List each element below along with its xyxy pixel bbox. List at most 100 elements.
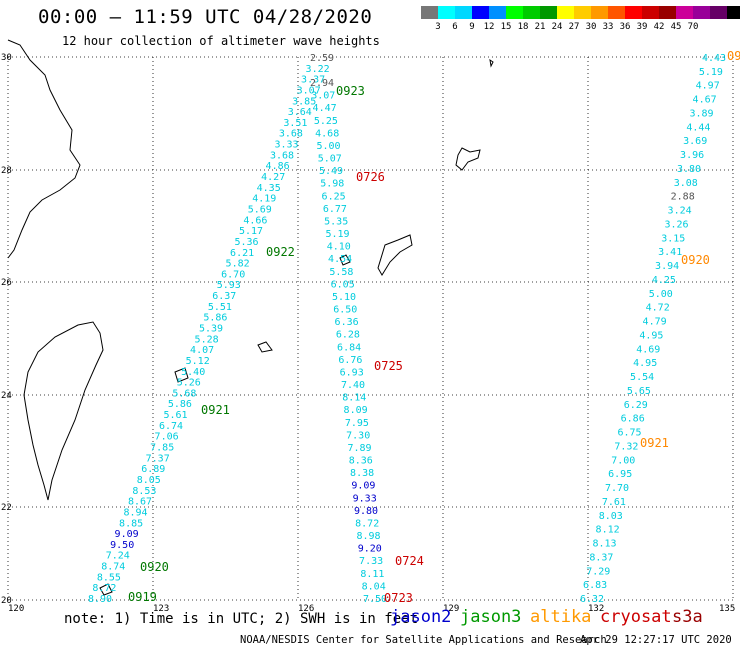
lat-tick-label: 28 bbox=[1, 166, 12, 176]
legend-swatch bbox=[659, 6, 676, 19]
wave-height-value: 8.09 bbox=[344, 405, 368, 416]
credit-line: NOAA/NESDIS Center for Satellite Applica… bbox=[240, 634, 607, 646]
legend-swatch bbox=[710, 6, 727, 19]
wave-height-value: 5.49 bbox=[319, 166, 343, 177]
wave-height-value: 9.50 bbox=[110, 540, 134, 551]
wave-height-value: 6.28 bbox=[336, 330, 360, 341]
legend-swatch bbox=[489, 6, 506, 19]
satellite-label-s3a: s3a bbox=[672, 607, 703, 627]
legend-swatch bbox=[642, 6, 659, 19]
legend-swatch bbox=[676, 6, 693, 19]
legend-swatch bbox=[608, 6, 625, 19]
wave-height-value: 8.04 bbox=[362, 581, 386, 592]
wave-height-value: 6.93 bbox=[340, 368, 364, 379]
wave-height-value: 2.88 bbox=[671, 192, 695, 203]
wave-height-value: 6.36 bbox=[335, 317, 359, 328]
lat-tick-label: 22 bbox=[1, 503, 12, 513]
legend-label: 18 bbox=[517, 22, 529, 32]
legend-swatch bbox=[438, 6, 455, 19]
satellite-label-altika: altika bbox=[530, 607, 592, 627]
pass-time-label: 0922 bbox=[266, 245, 295, 259]
wave-height-value: 7.70 bbox=[605, 483, 629, 494]
wave-height-value: 8.13 bbox=[592, 539, 616, 550]
wave-height-value: 4.86 bbox=[266, 161, 290, 172]
wave-height-value: 7.40 bbox=[341, 380, 365, 391]
legend-label: 9 bbox=[469, 22, 475, 32]
wave-height-value: 5.51 bbox=[208, 302, 232, 313]
wave-height-value: 5.35 bbox=[324, 216, 348, 227]
wave-height-value: 7.00 bbox=[611, 455, 635, 466]
wave-height-value: 4.25 bbox=[652, 275, 676, 286]
pass-time-label: 09 bbox=[727, 49, 740, 63]
legend-label: 6 bbox=[452, 22, 458, 32]
wave-height-value: 3.08 bbox=[674, 178, 698, 189]
wave-height-value: 4.47 bbox=[313, 103, 337, 114]
legend-label: 15 bbox=[500, 22, 512, 32]
wave-height-value: 4.44 bbox=[686, 122, 710, 133]
wave-height-value: 3.41 bbox=[658, 247, 682, 258]
legend-label: 12 bbox=[483, 22, 495, 32]
island-c bbox=[257, 341, 273, 353]
wave-height-value: 6.37 bbox=[212, 291, 236, 302]
wave-height-value: 2.59 bbox=[310, 53, 334, 64]
wave-height-value: 5.65 bbox=[627, 386, 651, 397]
wave-height-value: 3.24 bbox=[668, 206, 692, 217]
wave-height-value: 4.67 bbox=[693, 95, 717, 106]
legend-swatch bbox=[557, 6, 574, 19]
wave-height-value: 8.05 bbox=[137, 475, 161, 486]
wave-height-value: 5.69 bbox=[248, 205, 272, 216]
pass-time-label: 0726 bbox=[356, 170, 385, 184]
wave-height-value: 5.00 bbox=[316, 141, 340, 152]
wave-height-value: 5.00 bbox=[649, 289, 673, 300]
generated-timestamp: Apr 29 12:27:17 UTC 2020 bbox=[580, 634, 732, 646]
wave-height-value: 5.25 bbox=[314, 116, 338, 127]
wave-height-value: 5.54 bbox=[630, 372, 654, 383]
legend-label: 27 bbox=[568, 22, 580, 32]
legend-label: 33 bbox=[602, 22, 614, 32]
legend-swatch bbox=[540, 6, 557, 19]
wave-height-value: 4.97 bbox=[696, 81, 720, 92]
lon-tick-label: 132 bbox=[588, 604, 604, 614]
wave-height-value: 5.82 bbox=[226, 259, 250, 270]
legend-swatch bbox=[574, 6, 591, 19]
wave-height-value: 4.43 bbox=[702, 53, 726, 64]
wave-height-value: 8.36 bbox=[349, 456, 373, 467]
wave-height-value: 6.86 bbox=[621, 414, 645, 425]
lat-tick-label: 30 bbox=[1, 53, 12, 63]
wave-height-value: 7.24 bbox=[106, 551, 130, 562]
lat-tick-label: 26 bbox=[1, 278, 12, 288]
wave-height-value: 7.32 bbox=[614, 441, 638, 452]
lon-tick-label: 126 bbox=[298, 604, 314, 614]
wave-height-value: 8.12 bbox=[596, 525, 620, 536]
wave-height-value: 2.94 bbox=[310, 78, 334, 89]
lon-tick-label: 120 bbox=[8, 604, 24, 614]
wave-height-value: 5.26 bbox=[177, 378, 201, 389]
island-a bbox=[455, 147, 481, 171]
wave-height-value: 4.79 bbox=[643, 317, 667, 328]
wave-height-value: 8.37 bbox=[589, 552, 613, 563]
wave-height-value: 7.85 bbox=[150, 443, 174, 454]
legend-label: 70 bbox=[687, 22, 699, 32]
satellite-label-jason3: jason3 bbox=[460, 607, 522, 627]
wave-height-value: 5.86 bbox=[168, 399, 192, 410]
legend-swatch bbox=[693, 6, 710, 19]
legend-label: 30 bbox=[585, 22, 597, 32]
legend-label: 3 bbox=[435, 22, 441, 32]
wave-height-value: 5.17 bbox=[239, 226, 263, 237]
wave-height-value: 9.09 bbox=[115, 529, 139, 540]
legend-swatch bbox=[523, 6, 540, 19]
wave-height-value: 6.75 bbox=[617, 428, 641, 439]
wave-height-value: 8.03 bbox=[599, 511, 623, 522]
wave-height-value: 8.67 bbox=[128, 497, 152, 508]
legend-label: 42 bbox=[653, 22, 665, 32]
wave-height-value: 4.19 bbox=[252, 194, 276, 205]
lon-tick-label: 135 bbox=[719, 604, 735, 614]
lat-tick-label: 24 bbox=[1, 391, 12, 401]
wave-height-value: 5.07 bbox=[318, 154, 342, 165]
footer-note: note: 1) Time is in UTC; 2) SWH is in fe… bbox=[64, 611, 419, 627]
wave-height-value: 7.06 bbox=[155, 432, 179, 443]
wave-height-value: 3.37 bbox=[301, 75, 325, 86]
wave-height-value: 9.80 bbox=[354, 506, 378, 517]
wave-height-value: 3.26 bbox=[664, 220, 688, 231]
